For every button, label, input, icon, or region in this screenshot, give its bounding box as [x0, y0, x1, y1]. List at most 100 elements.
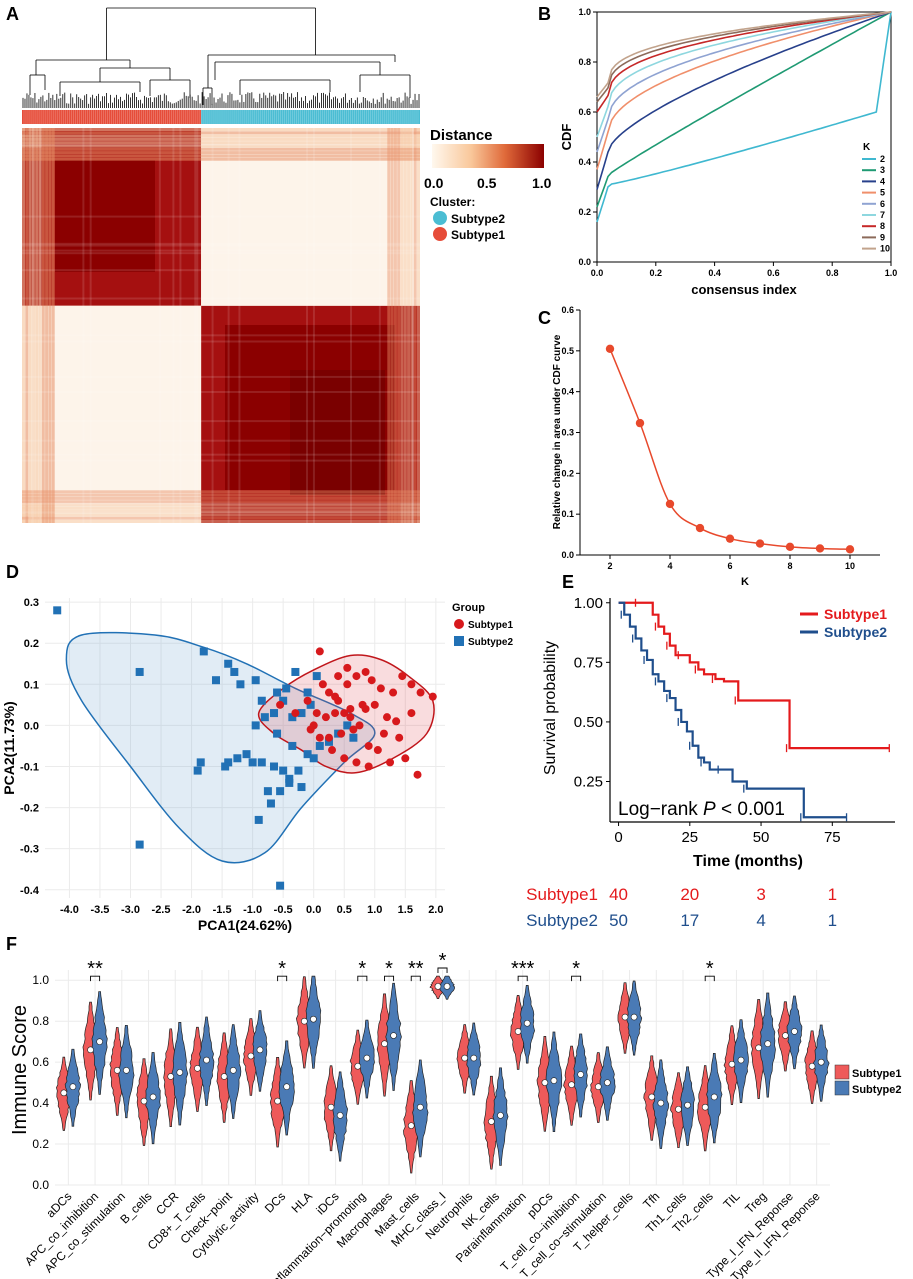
heatmap-edge-col: [31, 128, 35, 523]
pca-point-subtype1: [331, 692, 340, 701]
pca-ytick-label: -0.2: [20, 803, 39, 815]
pca-xtick-label: 2.0: [428, 904, 443, 916]
delta-xtick-label: 8: [787, 561, 792, 571]
violin-median-subtype2: [497, 1112, 504, 1119]
cluster-legend-subtype1: Subtype1: [451, 228, 505, 242]
risk-row-label-subtype1: Subtype1: [526, 885, 598, 904]
pca-point-subtype2: [297, 783, 306, 792]
pca-point-subtype2: [242, 750, 251, 759]
heatmap-edge-row: [22, 128, 420, 131]
violin-median-subtype2: [737, 1056, 745, 1064]
delta-curve: [609, 348, 851, 551]
heatmap-stripe: [22, 340, 420, 343]
pca-point-subtype2: [349, 733, 358, 742]
cdf-legend-label-k3: 3: [880, 165, 885, 175]
pca-point-subtype2: [236, 680, 245, 689]
delta-ytick-label: 0.6: [561, 305, 574, 315]
pca-point-subtype1: [352, 758, 361, 767]
pca-point-subtype1: [382, 713, 391, 722]
violin-median-subtype1: [675, 1105, 682, 1113]
violin-median-subtype2: [523, 1019, 531, 1027]
pca-point-subtype1: [389, 688, 398, 697]
pca-point-subtype1: [361, 704, 370, 713]
pca-ytick-label: -0.4: [20, 885, 40, 897]
heatmap-stripe: [227, 128, 230, 523]
heatmap-stripe: [194, 128, 197, 523]
heatmap-stripe: [22, 252, 420, 255]
pca-xtick-label: -0.5: [274, 904, 293, 916]
violin-median-subtype2: [657, 1099, 665, 1107]
significance-stars: *: [278, 958, 286, 980]
heatmap-stripe: [22, 459, 420, 462]
risk-count: 3: [756, 885, 765, 904]
pca-legend-marker-subtype2: [454, 636, 464, 646]
pca-point-subtype2: [285, 774, 294, 783]
delta-ytick-label: 0.1: [561, 509, 574, 519]
heatmap-stripe: [31, 128, 34, 523]
heatmap-stripe: [411, 128, 414, 523]
pca-point-subtype1: [379, 729, 388, 738]
pca-point-subtype2: [221, 762, 230, 771]
significance-bracket: [704, 975, 715, 982]
cdf-ytick-label: 0.0: [578, 257, 591, 267]
violin-median-subtype2: [710, 1093, 718, 1101]
cdf-ytick-label: 0.4: [578, 157, 591, 167]
pca-point-subtype2: [291, 667, 300, 676]
pca-point-subtype1: [349, 725, 358, 734]
heatmap-edge-col: [417, 128, 420, 523]
violin-median-subtype2: [229, 1067, 237, 1074]
pca-point-subtype1: [373, 746, 382, 755]
violin-median-subtype1: [167, 1073, 175, 1080]
significance-stars: **: [408, 958, 424, 980]
cdf-xtick-label: 0.4: [708, 268, 721, 278]
delta-point-k7: [755, 539, 765, 548]
pca-ytick-label: 0.1: [24, 679, 39, 691]
cdf-legend-label-k4: 4: [880, 176, 885, 186]
pca-point-subtype1: [321, 713, 330, 722]
pca-point-subtype1: [303, 696, 312, 705]
violin-ytick-label: 0.4: [32, 1096, 49, 1110]
pca-point-subtype1: [364, 741, 373, 750]
pca-xtick-label: -4.0: [60, 904, 79, 916]
cdf-xtick-label: 0.2: [650, 268, 663, 278]
risk-count: 40: [609, 885, 628, 904]
cdf-legend-label-k5: 5: [880, 188, 885, 198]
violin-median-subtype1: [113, 1067, 121, 1074]
heatmap-stripe: [82, 128, 85, 523]
significance-stars: **: [87, 958, 103, 980]
pca-ytick-label: 0.2: [24, 638, 39, 650]
heatmap-stripe: [238, 128, 241, 523]
violin-category-label: DCs: [262, 1189, 288, 1215]
violin-median-subtype2: [336, 1112, 344, 1119]
cluster-legend-subtype2: Subtype2: [451, 212, 505, 226]
pca-point-subtype1: [361, 667, 370, 676]
heatmap-edge-row: [22, 144, 420, 148]
colorbar-tick-1: 0.5: [477, 175, 497, 191]
cluster-annotation-bar: [22, 110, 420, 124]
violin-median-subtype2: [123, 1067, 130, 1074]
delta-xtick-label: 2: [607, 561, 612, 571]
cdf-xlabel: consensus index: [691, 282, 797, 297]
violin-median-subtype1: [488, 1118, 495, 1125]
pca-point-subtype2: [282, 684, 291, 693]
violin-median-subtype1: [301, 1017, 308, 1025]
pca-xtick-label: -1.5: [213, 904, 232, 916]
km-xtick-label: 50: [753, 829, 770, 846]
heatmap-edge-col: [400, 128, 404, 523]
heatmap-edge-col: [45, 128, 49, 523]
heatmap-stripe: [411, 128, 414, 523]
heatmap-edge-col: [38, 128, 42, 523]
heatmap-edge-col: [390, 128, 394, 523]
violin-median-subtype2: [176, 1069, 184, 1076]
heatmap-legend-title: Distance: [430, 127, 493, 144]
km-xtick-label: 25: [681, 829, 698, 846]
violin-median-subtype1: [568, 1081, 575, 1088]
pca-point-subtype1: [334, 672, 343, 681]
heatmap-edge-row: [22, 506, 420, 510]
violin-median-subtype2: [69, 1083, 77, 1091]
panel-c: 2 4 6 8 10 0.0 0.1 0.2 0.3 0.4 0.5 0.6 K Relative c…: [552, 305, 880, 588]
pca-point-subtype2: [288, 713, 297, 722]
heatmap-stripe: [39, 128, 42, 523]
km-xtick-label: 75: [824, 829, 841, 846]
